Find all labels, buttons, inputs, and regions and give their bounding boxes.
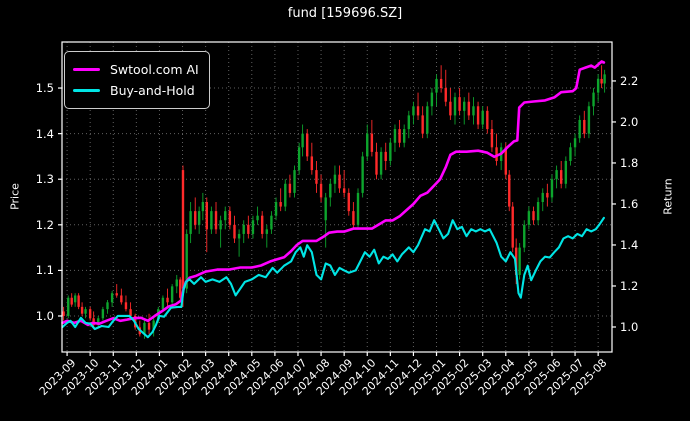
y-tick-label-right: 2.2 (620, 73, 639, 88)
line-series-ai (61, 60, 606, 327)
y-tick-label-right: 1.2 (620, 278, 639, 293)
legend-swatch-bh (73, 89, 100, 92)
y-tick-label-right: 1.6 (620, 196, 639, 211)
plot-border (61, 41, 613, 353)
y-tick-label-left: 1.1 (35, 263, 54, 278)
line-series-bh (61, 216, 605, 339)
chart-title: fund [159696.SZ] (287, 6, 403, 21)
y-tick-label-right: 1.0 (620, 319, 639, 334)
legend-swatch-ai (73, 68, 100, 71)
y-tick-label-left: 1.4 (35, 126, 54, 141)
y-tick-label-right: 1.4 (620, 237, 639, 252)
y-axis-label-return: Return (661, 178, 675, 215)
candlestick-series (62, 65, 606, 339)
legend-label-ai: Swtool.com AI (110, 62, 199, 77)
y-tick-label-left: 1.2 (35, 217, 54, 232)
legend-label-bh: Buy-and-Hold (110, 83, 195, 98)
y-tick-label-left: 1.3 (35, 172, 54, 187)
y-tick-label-left: 1.0 (35, 308, 54, 323)
legend-item-bh: Buy-and-Hold (73, 80, 199, 101)
legend: Swtool.com AI Buy-and-Hold (64, 51, 210, 109)
y-tick-label-left: 1.5 (35, 81, 54, 96)
legend-item-ai: Swtool.com AI (73, 59, 199, 80)
y-tick-label-right: 1.8 (620, 155, 639, 170)
tick-marks (58, 80, 616, 356)
y-tick-label-right: 2.0 (620, 114, 639, 129)
